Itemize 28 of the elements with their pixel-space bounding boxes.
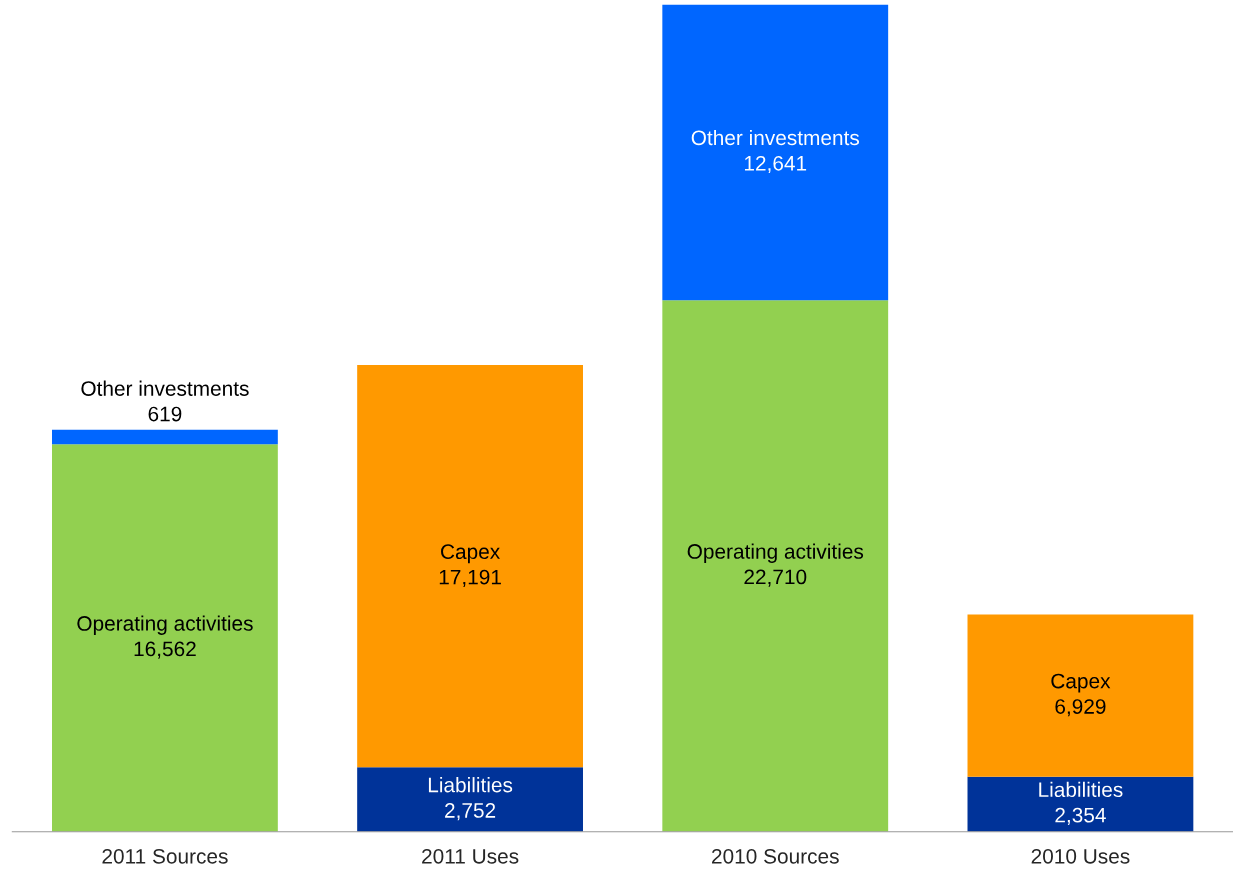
bar — [52, 429, 278, 445]
x-tick-label: 2011 Sources — [102, 848, 228, 864]
data-label: 22,710 — [744, 569, 807, 587]
bar — [967, 776, 1194, 832]
bar — [357, 365, 583, 768]
text: Capex — [441, 544, 500, 564]
bar — [357, 767, 583, 832]
bar — [967, 614, 1194, 777]
series-label: Liabilities — [1039, 781, 1123, 798]
data-label: 2,752 — [445, 803, 496, 821]
data-label: 619 — [148, 406, 182, 422]
data-label: 6,929 — [1055, 699, 1106, 717]
bar — [52, 444, 278, 832]
series-label: Capex — [1051, 673, 1111, 693]
text: Other investments — [81, 380, 249, 396]
data-label: 12,641 — [744, 155, 807, 174]
bar — [662, 4, 889, 301]
bar — [662, 300, 889, 832]
data-label: 17,191 — [439, 569, 501, 587]
x-tick-label: 2011 Uses — [422, 848, 519, 864]
x-tick-label: 2010 Sources — [712, 848, 839, 864]
text: Operating activities — [77, 615, 253, 635]
data-label: 16,562 — [134, 641, 196, 659]
data-label: 2,354 — [1055, 807, 1106, 825]
x-tick-label: 2010 Uses — [1031, 848, 1130, 864]
series-label: Other investments — [691, 129, 860, 146]
series-label: Operating activities — [687, 543, 864, 563]
text: Liabilities — [428, 777, 513, 793]
